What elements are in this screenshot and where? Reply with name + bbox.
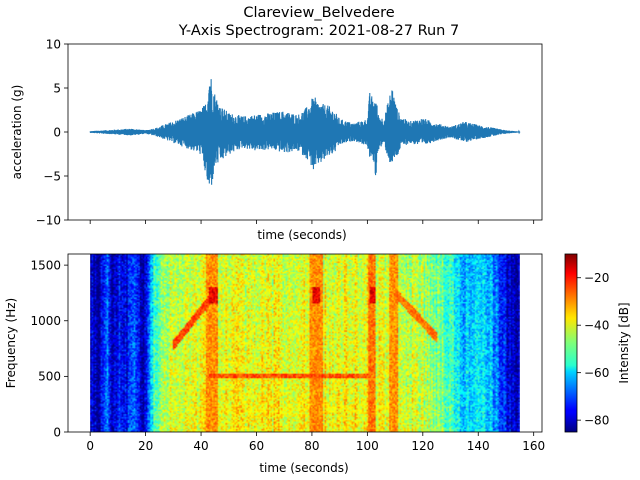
acceleration-y-ticks: −10 −5 0 5 10 [36, 37, 68, 227]
colorbar-tick-label: −20 [584, 271, 609, 285]
spectrogram-plot: 0 500 1000 1500 0 20 40 60 80 100 120 140 160 time … [4, 253, 545, 475]
x-tick-label: 60 [249, 439, 264, 453]
spectrogram-y-axis-label: Frequency (Hz) [4, 298, 18, 389]
figure-title: Clareview_Belvedere [243, 5, 394, 21]
x-tick-label: 120 [411, 439, 434, 453]
x-tick-label: 40 [193, 439, 208, 453]
spectrogram-y-ticks: 0 500 1000 1500 [30, 258, 68, 439]
y-tick-label: 1000 [30, 314, 61, 328]
y-tick-label: −5 [43, 169, 61, 183]
y-tick-label: 10 [46, 37, 61, 51]
x-tick-label: 0 [86, 439, 94, 453]
colorbar-ticks: −80 −60 −40 −20 [577, 271, 609, 427]
acceleration-line [89, 79, 521, 185]
acceleration-plot: −10 −5 0 5 10 time (seconds) acceleration (g… [10, 37, 543, 242]
colorbar-tick-label: −40 [584, 319, 609, 333]
colorbar-tick-label: −60 [584, 366, 609, 380]
acceleration-y-axis-label: acceleration (g) [10, 85, 24, 180]
y-tick-label: −10 [36, 213, 61, 227]
spectrogram-x-ticks: 0 20 40 60 80 100 120 140 160 [86, 432, 545, 453]
acceleration-series [89, 79, 521, 185]
colorbar-tick-label: −80 [584, 413, 609, 427]
colorbar-frame [564, 253, 578, 433]
y-tick-label: 5 [53, 81, 61, 95]
x-tick-label: 20 [138, 439, 153, 453]
acceleration-x-axis-label: time (seconds) [257, 228, 346, 242]
colorbar-label: Intensity [dB] [617, 302, 631, 383]
acceleration-x-ticks [89, 220, 535, 224]
x-tick-label: 80 [304, 439, 319, 453]
x-tick-label: 140 [467, 439, 490, 453]
x-tick-label: 160 [522, 439, 545, 453]
y-tick-label: 500 [38, 370, 61, 384]
spectrogram-x-axis-label: time (seconds) [259, 461, 348, 475]
y-tick-label: 0 [53, 425, 61, 439]
spectrogram-plot-frame [67, 253, 543, 433]
y-tick-label: 1500 [30, 258, 61, 272]
colorbar: −80 −60 −40 −20 Intensity [dB] [564, 253, 631, 433]
spectrogram-heatmap [90, 254, 520, 432]
y-tick-label: 0 [53, 125, 61, 139]
colorbar-gradient [565, 254, 577, 432]
x-tick-label: 100 [356, 439, 379, 453]
figure-subtitle: Y-Axis Spectrogram: 2021-08-27 Run 7 [178, 23, 459, 39]
